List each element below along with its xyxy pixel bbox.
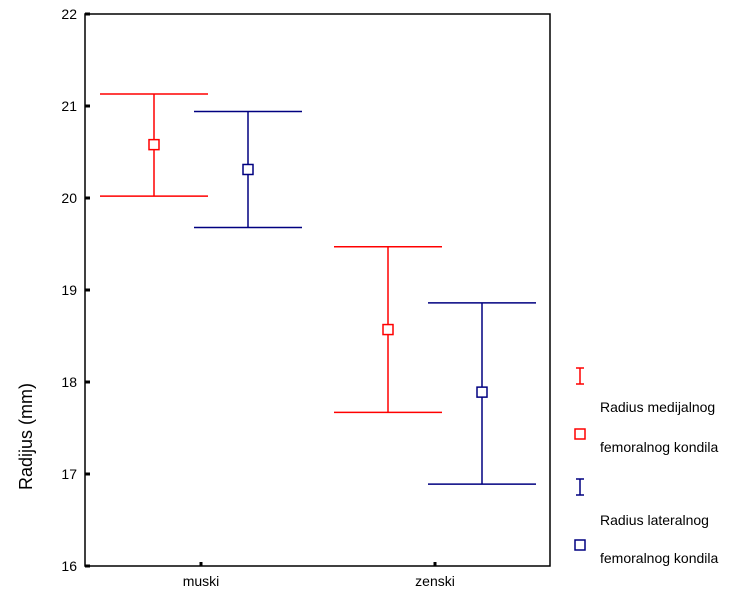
legend-label: femoralnog kondila — [600, 550, 719, 566]
y-tick-label: 18 — [61, 374, 77, 390]
legend-marker-icon — [574, 428, 586, 440]
y-axis-title: Radijus (mm) — [16, 383, 36, 490]
y-tick-label: 22 — [61, 6, 77, 22]
legend: Radius medijalnog femoralnog kondila Radiu… — [574, 367, 719, 566]
x-tick-label: zenski — [415, 573, 455, 589]
legend-label: femoralnog kondila — [600, 439, 719, 455]
series-group — [194, 110, 536, 485]
legend-marker-icon — [574, 539, 586, 551]
legend-label: Radius medijalnog — [600, 399, 715, 415]
y-tick-label: 17 — [61, 466, 77, 482]
x-tick-label: muski — [183, 573, 220, 589]
y-tick-label: 20 — [61, 190, 77, 206]
y-axis: 16 17 18 19 20 21 22 — [61, 6, 90, 574]
series-group — [100, 93, 442, 414]
y-tick-label: 21 — [61, 98, 77, 114]
mean-marker — [148, 138, 160, 151]
legend-label: Radius lateralnog — [600, 512, 709, 528]
mean-marker — [382, 323, 394, 336]
x-axis: muski zenski — [183, 562, 455, 589]
mean-marker — [242, 163, 254, 176]
y-tick-label: 16 — [61, 558, 77, 574]
series-layer — [100, 93, 536, 485]
mean-marker — [476, 386, 488, 398]
y-tick-label: 19 — [61, 282, 77, 298]
